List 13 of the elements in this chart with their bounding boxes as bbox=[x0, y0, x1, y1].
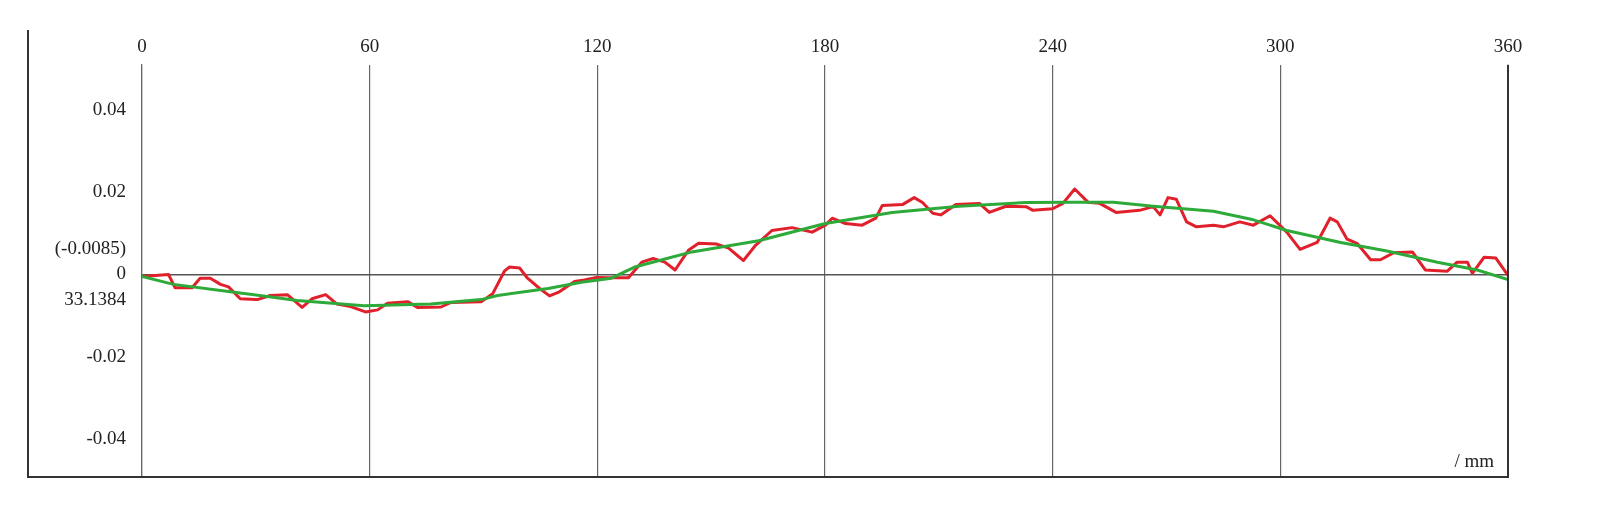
y-tick-label: -0.04 bbox=[86, 426, 127, 448]
x-tick-label: 360 bbox=[1493, 35, 1523, 57]
x-axis-title: / mm bbox=[1454, 450, 1495, 472]
y-tick-label: 0.04 bbox=[92, 98, 127, 120]
x-tick-label: 120 bbox=[583, 35, 612, 57]
x-tick-label: 300 bbox=[1266, 35, 1295, 57]
x-tick-label: 0 bbox=[137, 35, 147, 57]
y-tick-label: 0.02 bbox=[92, 180, 126, 202]
y-tick-label: (-0.0085) 0 33.1384 bbox=[54, 236, 127, 310]
y-tick-label: -0.02 bbox=[86, 344, 126, 366]
x-tick-label: 180 bbox=[810, 35, 840, 57]
x-tick-label: 60 bbox=[360, 35, 380, 57]
x-tick-label: 240 bbox=[1038, 35, 1067, 57]
